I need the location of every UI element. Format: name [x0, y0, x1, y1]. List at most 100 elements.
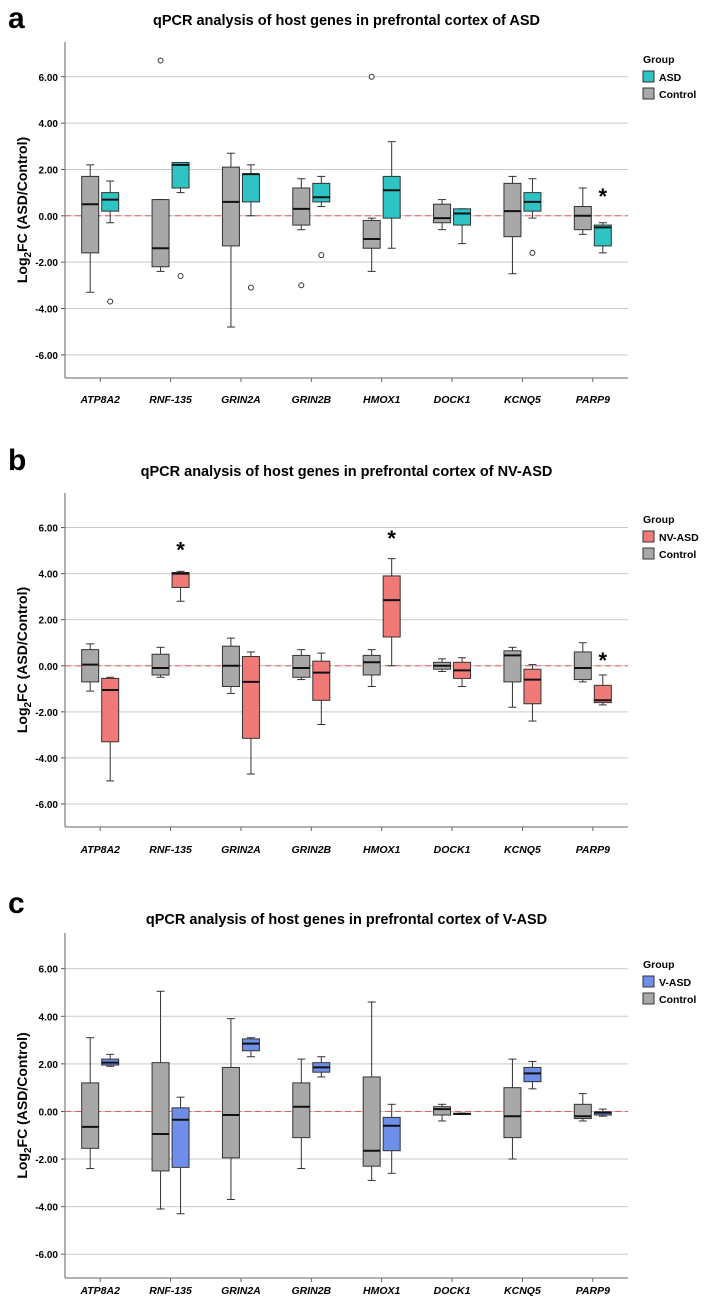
box-iqr — [382, 1116, 401, 1152]
category-label: DOCK1 — [434, 844, 471, 856]
chart-panel-c: c qPCR analysis of host genes in prefront… — [8, 887, 696, 1297]
legend-swatch — [642, 992, 655, 1005]
legend-label: NV-ASD — [659, 532, 699, 544]
box-iqr — [151, 653, 170, 676]
box-control-grin2a — [221, 637, 240, 694]
legend-label: Control — [659, 89, 696, 101]
box-control-atp8a2 — [81, 1037, 100, 1170]
box-iqr — [171, 161, 190, 189]
box-iqr — [362, 1076, 381, 1167]
legend-swatch — [642, 87, 655, 100]
y-tick-label: 0.00 — [39, 662, 59, 673]
box-iqr — [312, 660, 331, 701]
box-iqr — [523, 668, 542, 705]
legend-title: Group — [643, 959, 675, 971]
category-label: DOCK1 — [434, 1285, 471, 1297]
box-nv-asd-kcnq5 — [523, 664, 542, 722]
box-iqr — [292, 654, 311, 678]
chart-panel-a: a qPCR analysis of host genes in prefront… — [8, 2, 696, 406]
box-v-asd-hmox1 — [382, 1103, 401, 1174]
category-label: KCNQ5 — [504, 394, 541, 406]
panel-letter: b — [8, 444, 26, 477]
legend-label: Control — [659, 994, 696, 1006]
chart-title: qPCR analysis of host genes in prefronta… — [141, 464, 553, 480]
y-tick-label: -2.00 — [35, 708, 58, 719]
category-label: ATP8A2 — [79, 1285, 120, 1297]
y-tick-label: 2.00 — [39, 1060, 59, 1071]
box-control-hmox1 — [362, 649, 381, 687]
category-label: GRIN2A — [221, 844, 261, 856]
box-v-asd-grin2b — [312, 1056, 331, 1078]
box-iqr — [503, 1087, 522, 1139]
outlier-point — [529, 249, 536, 256]
box-control-kcnq5 — [503, 646, 522, 708]
category-label: KCNQ5 — [504, 844, 541, 856]
box-iqr — [81, 175, 100, 254]
box-control-grin2b — [292, 649, 311, 681]
y-tick-label: -4.00 — [35, 754, 58, 765]
box-iqr — [171, 1107, 190, 1168]
box-iqr — [151, 199, 170, 268]
box-asd-grin2a — [241, 164, 260, 291]
box-iqr — [101, 192, 120, 212]
box-iqr — [292, 187, 311, 226]
box-iqr — [292, 1082, 311, 1139]
box-v-asd-atp8a2 — [101, 1053, 120, 1067]
y-tick-label: 6.00 — [39, 524, 59, 535]
box-v-asd-kcnq5 — [523, 1060, 542, 1090]
box-control-grin2b — [292, 1058, 311, 1170]
legend-swatch — [642, 530, 655, 543]
box-iqr — [433, 203, 452, 224]
box-control-grin2b — [292, 178, 311, 289]
category-label: RNF-135 — [149, 1285, 192, 1297]
y-axis-label: Log2FC (ASD/Control) — [14, 587, 34, 733]
box-control-hmox1 — [362, 73, 381, 272]
significance-marker: * — [599, 648, 608, 673]
box-iqr — [362, 654, 381, 676]
box-control-parp9 — [573, 1093, 592, 1122]
outlier-point — [298, 282, 305, 289]
y-tick-label: 4.00 — [39, 1012, 59, 1023]
legend-title: Group — [643, 54, 675, 66]
y-tick-label: 4.00 — [39, 119, 59, 130]
box-v-asd-parp9 — [593, 1108, 612, 1117]
y-tick-label: -6.00 — [35, 1250, 58, 1261]
significance-marker: * — [599, 184, 608, 209]
box-iqr — [171, 571, 190, 588]
legend-label: Control — [659, 549, 696, 561]
box-iqr — [573, 651, 592, 681]
category-label: GRIN2A — [221, 1285, 261, 1297]
box-iqr — [241, 173, 260, 203]
box-iqr — [101, 677, 120, 743]
category-label: ATP8A2 — [79, 394, 120, 406]
y-tick-label: 6.00 — [39, 965, 59, 976]
box-iqr — [433, 1106, 452, 1116]
category-label: GRIN2B — [291, 844, 331, 856]
y-axis-label: Log2FC (ASD/Control) — [14, 137, 34, 283]
y-tick-label: -4.00 — [35, 1203, 58, 1214]
box-nv-asd-hmox1 — [382, 558, 401, 667]
box-control-grin2a — [221, 152, 240, 328]
legend-label: ASD — [659, 72, 682, 84]
outlier-point — [368, 73, 375, 80]
outlier-point — [107, 298, 114, 305]
box-nv-asd-rnf-135 — [171, 570, 190, 602]
box-control-rnf-135 — [151, 990, 170, 1210]
box-asd-dock1 — [453, 208, 472, 245]
legend-swatch — [642, 547, 655, 560]
box-control-kcnq5 — [503, 1058, 522, 1160]
box-nv-asd-atp8a2 — [101, 676, 120, 782]
box-nv-asd-grin2a — [241, 651, 260, 775]
box-asd-hmox1 — [382, 141, 401, 249]
y-tick-label: 4.00 — [39, 570, 59, 581]
box-control-parp9 — [573, 642, 592, 683]
category-label: KCNQ5 — [504, 1285, 541, 1297]
box-iqr — [503, 182, 522, 238]
box-asd-grin2b — [312, 175, 331, 259]
box-iqr — [151, 1062, 170, 1172]
box-nv-asd-grin2b — [312, 652, 331, 725]
box-iqr — [81, 649, 100, 683]
box-control-dock1 — [433, 199, 452, 231]
category-label: RNF-135 — [149, 844, 192, 856]
